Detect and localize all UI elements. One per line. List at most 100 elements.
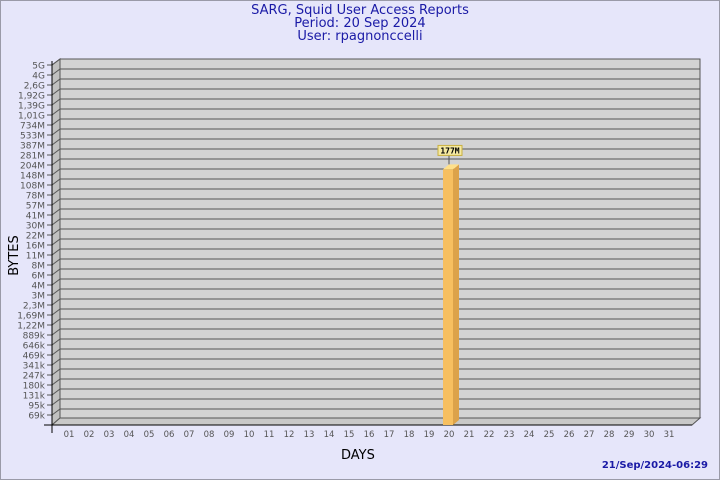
gridline-side bbox=[51, 228, 61, 236]
x-tick-label: 02 bbox=[84, 430, 95, 440]
x-tick-label: 05 bbox=[144, 430, 155, 440]
x-axis-label: DAYS bbox=[341, 448, 375, 463]
y-tick-label: 204M bbox=[20, 162, 45, 172]
y-tick-label: 30M bbox=[26, 222, 45, 232]
y-tick-label: 2,6G bbox=[24, 82, 45, 92]
gridline-side bbox=[51, 408, 61, 416]
gridline-side bbox=[51, 348, 61, 356]
x-tick-label: 07 bbox=[184, 430, 195, 440]
y-tick-label: 78M bbox=[26, 192, 45, 202]
x-tick-label: 09 bbox=[224, 430, 235, 440]
y-tick-label: 1,22M bbox=[17, 322, 45, 332]
x-tick-label: 13 bbox=[304, 430, 315, 440]
gridline-side bbox=[51, 258, 61, 266]
gridline-side bbox=[51, 58, 61, 66]
y-tick-label: 8M bbox=[32, 262, 46, 272]
y-tick-label: 11M bbox=[26, 252, 45, 262]
x-tick-label: 17 bbox=[384, 430, 395, 440]
x-tick-label: 25 bbox=[544, 430, 555, 440]
gridline-side bbox=[51, 318, 61, 326]
gridline-side bbox=[51, 288, 61, 296]
gridline-side bbox=[51, 398, 61, 406]
gridline-side bbox=[51, 308, 61, 316]
y-tick-label: 108M bbox=[20, 182, 45, 192]
y-tick-label: 387M bbox=[20, 142, 45, 152]
y-tick-label: 1,01G bbox=[18, 112, 45, 122]
x-tick-label: 01 bbox=[64, 430, 75, 440]
gridline-side bbox=[51, 208, 61, 216]
x-tick-label: 11 bbox=[264, 430, 275, 440]
bar-top-20 bbox=[443, 164, 459, 170]
y-tick-label: 148M bbox=[20, 172, 45, 182]
y-tick-label: 3M bbox=[32, 292, 46, 302]
gridline-side bbox=[51, 68, 61, 76]
x-tick-label: 16 bbox=[364, 430, 375, 440]
chart-user: User: rpagnonccelli bbox=[297, 29, 423, 44]
x-tick-label: 14 bbox=[324, 430, 335, 440]
gridline-side bbox=[51, 238, 61, 246]
gridline-side bbox=[51, 328, 61, 336]
x-tick-label: 19 bbox=[424, 430, 435, 440]
x-tick-label: 08 bbox=[204, 430, 215, 440]
gridline-side bbox=[51, 298, 61, 306]
gridline-side bbox=[51, 248, 61, 256]
gridline-side bbox=[51, 368, 61, 376]
gridline-side bbox=[51, 108, 61, 116]
y-tick-label: 180k bbox=[23, 382, 46, 392]
gridline-side bbox=[51, 218, 61, 226]
gridline-side bbox=[51, 358, 61, 366]
y-tick-label: 247k bbox=[23, 372, 46, 382]
x-tick-label: 21 bbox=[464, 430, 475, 440]
chart-title: SARG, Squid User Access Reports bbox=[251, 3, 469, 18]
gridline-side bbox=[51, 128, 61, 136]
gridline-side bbox=[51, 198, 61, 206]
data-label-box bbox=[437, 144, 463, 156]
bar-side-20 bbox=[453, 164, 459, 426]
x-tick-label: 22 bbox=[484, 430, 495, 440]
y-tick-label: 281M bbox=[20, 152, 45, 162]
y-tick-label: 469k bbox=[23, 352, 46, 362]
plot-floor bbox=[50, 417, 702, 426]
gridline-side bbox=[51, 158, 61, 166]
x-tick-label: 18 bbox=[404, 430, 415, 440]
x-tick-label: 10 bbox=[244, 430, 255, 440]
x-tick-label: 23 bbox=[504, 430, 515, 440]
gridline-side bbox=[51, 278, 61, 286]
y-tick-label: 341k bbox=[23, 362, 46, 372]
gridline-side bbox=[51, 78, 61, 86]
gridline-side bbox=[51, 148, 61, 156]
y-tick-label: 4M bbox=[32, 282, 46, 292]
gridline-side bbox=[51, 188, 61, 196]
x-tick-label: 30 bbox=[644, 430, 655, 440]
y-tick-label: 734M bbox=[20, 122, 45, 132]
y-tick-label: 16M bbox=[26, 242, 45, 252]
y-tick-label: 22M bbox=[26, 232, 45, 242]
timestamp: 21/Sep/2024-06:29 bbox=[601, 460, 708, 471]
y-tick-label: 533M bbox=[20, 132, 45, 142]
y-tick-label: 1,39G bbox=[18, 102, 45, 112]
x-tick-label: 20 bbox=[444, 430, 455, 440]
x-tick-label: 12 bbox=[284, 430, 295, 440]
y-tick-label: 5G bbox=[32, 62, 45, 72]
chart-period: Period: 20 Sep 2024 bbox=[294, 16, 426, 31]
y-tick-label: 95k bbox=[28, 402, 45, 412]
y-tick-label: 889k bbox=[23, 332, 46, 342]
y-tick-label: 41M bbox=[26, 212, 45, 222]
gridline-side bbox=[51, 378, 61, 386]
x-tick-label: 31 bbox=[664, 430, 675, 440]
x-tick-label: 29 bbox=[624, 430, 635, 440]
x-tick-label: 27 bbox=[584, 430, 595, 440]
y-tick-label: 131k bbox=[23, 392, 46, 402]
gridline-side bbox=[51, 98, 61, 106]
x-tick-label: 28 bbox=[604, 430, 615, 440]
gridline-side bbox=[51, 268, 61, 276]
gridline-side bbox=[51, 338, 61, 346]
y-tick-label: 4G bbox=[32, 72, 45, 82]
data-label: 177M bbox=[440, 146, 459, 155]
gridline-side bbox=[51, 388, 61, 396]
y-tick-label: 57M bbox=[26, 202, 45, 212]
x-tick-label: 06 bbox=[164, 430, 175, 440]
y-tick-label: 1,69M bbox=[17, 312, 45, 322]
x-tick-label: 03 bbox=[104, 430, 115, 440]
